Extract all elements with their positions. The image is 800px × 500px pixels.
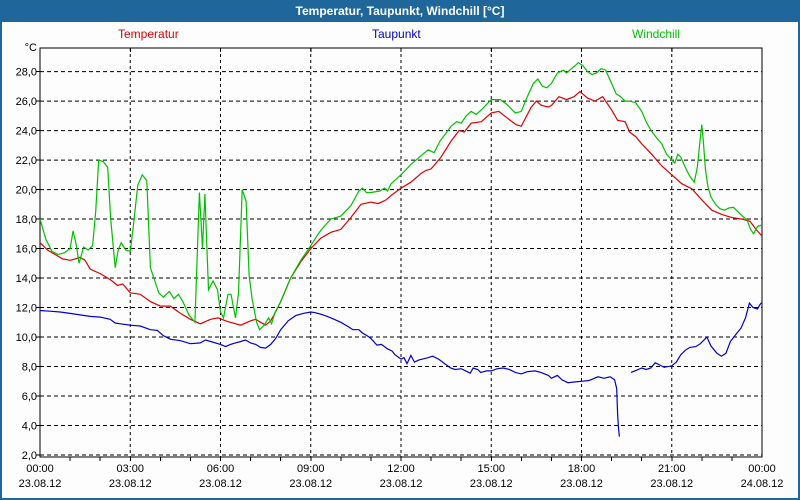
- x-tick-time-label: 15:00: [477, 463, 505, 475]
- y-axis-unit-label: °C: [25, 42, 37, 54]
- x-tick-date-label: 23.08.12: [560, 478, 603, 490]
- series-windchill-line: [39, 61, 763, 331]
- x-tick-date-label: 23.08.12: [109, 478, 152, 490]
- x-tick-time-label: 21:00: [658, 463, 686, 475]
- x-tick-time-label: 00:00: [26, 463, 54, 475]
- x-axis: 00:00 23.08.12 03:00 23.08.12 06:00 23.08.12 0…: [19, 48, 784, 490]
- y-tick-label: 10,0: [16, 332, 37, 344]
- x-tick-time-label: 03:00: [116, 463, 144, 475]
- y-tick-label: 18,0: [16, 214, 37, 226]
- x-tick-time-label: 09:00: [297, 463, 325, 475]
- y-tick-label: 28,0: [16, 67, 37, 79]
- x-tick-date-label: 23.08.12: [650, 478, 693, 490]
- y-tick-label: 6,0: [22, 391, 37, 403]
- x-tick-time-label: 00:00: [748, 463, 776, 475]
- y-tick-label: 2,0: [22, 450, 37, 462]
- x-tick-time-label: 12:00: [387, 463, 415, 475]
- y-axis: 28,0 26,0 24,0 22,0 20,0 18,0 16,0 14,0 12,0 10,0…: [16, 42, 40, 462]
- y-tick-label: 8,0: [22, 362, 37, 374]
- x-tick-date-label: 23.08.12: [289, 478, 332, 490]
- y-tick-label: 12,0: [16, 303, 37, 315]
- y-tick-label: 24,0: [16, 126, 37, 138]
- x-tick-date-label: 23.08.12: [199, 478, 242, 490]
- y-tick-label: 14,0: [16, 273, 37, 285]
- series-temperatur-line: [39, 90, 763, 326]
- series-taupunkt-line: [39, 301, 763, 437]
- x-tick-time-label: 18:00: [568, 463, 596, 475]
- vertical-gridlines: [129, 48, 673, 457]
- y-tick-label: 22,0: [16, 155, 37, 167]
- y-tick-label: 26,0: [16, 96, 37, 108]
- x-tick-time-label: 06:00: [207, 463, 235, 475]
- y-tick-label: 20,0: [16, 185, 37, 197]
- y-tick-label: 16,0: [16, 244, 37, 256]
- x-tick-date-label: 23.08.12: [470, 478, 513, 490]
- x-tick-date-label: 23.08.12: [19, 478, 62, 490]
- window-title: Temperatur, Taupunkt, Windchill [°C]: [295, 4, 505, 18]
- x-tick-date-label: 23.08.12: [380, 478, 423, 490]
- window-titlebar: Temperatur, Taupunkt, Windchill [°C]: [0, 0, 800, 22]
- y-tick-label: 4,0: [22, 421, 37, 433]
- x-tick-date-label: 24.08.12: [741, 478, 784, 490]
